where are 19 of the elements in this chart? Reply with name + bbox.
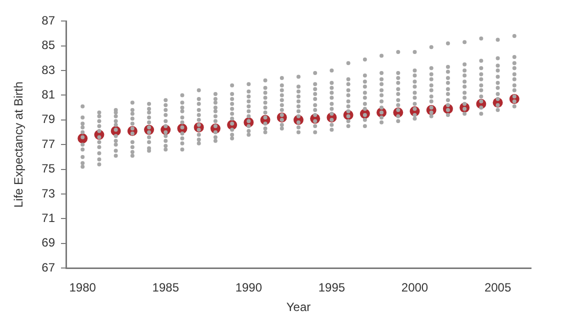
- y-tick-label: 69: [42, 236, 56, 250]
- x-tick-label: 2000: [401, 280, 428, 295]
- x-axis-title: Year: [286, 300, 311, 314]
- y-tick-label: 77: [42, 136, 56, 151]
- x-tick-label: 1990: [235, 280, 262, 295]
- y-tick-label: 83: [42, 62, 56, 77]
- x-tick-label: 1995: [318, 280, 346, 295]
- y-axis-title: Life Expectancy at Birth: [12, 82, 26, 208]
- y-tick-label: 87: [42, 14, 56, 28]
- y-tick-label: 81: [42, 88, 56, 102]
- y-tick-label: 67: [42, 260, 56, 274]
- y-tick-label: 85: [42, 38, 56, 52]
- y-tick-label: 75: [42, 162, 56, 176]
- x-tick-label: 1985: [152, 280, 180, 295]
- y-tick-label: 73: [42, 186, 56, 200]
- y-tick-label: 79: [42, 112, 56, 126]
- y-tick-label: 71: [42, 210, 56, 225]
- x-tick-label: 1980: [69, 280, 96, 295]
- x-tick-label: 2005: [484, 280, 512, 295]
